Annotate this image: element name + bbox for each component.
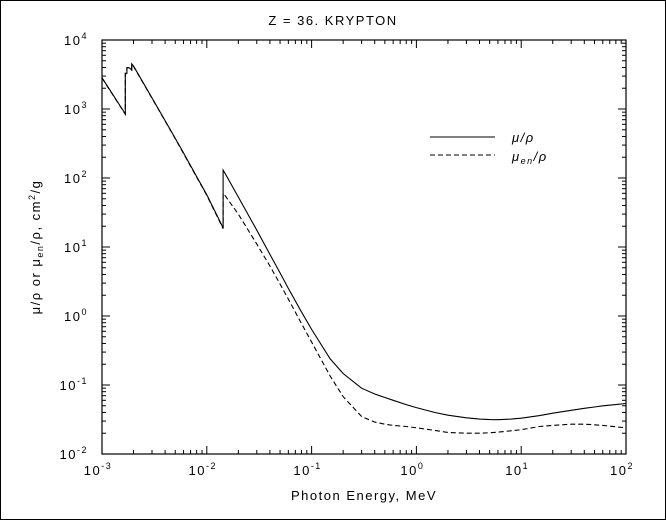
tick-base: 10	[64, 309, 81, 324]
y-axis-label: μ/ρ or μen/ρ, cm2/g	[27, 180, 45, 315]
y-label-sub: en	[35, 245, 45, 258]
tick-exponent: 4	[81, 31, 88, 41]
tick-base: 10	[64, 33, 81, 48]
legend-part: /ρ	[533, 149, 548, 164]
tick-exponent: -3	[101, 461, 112, 471]
tick-base: 10	[505, 463, 522, 478]
y-tick-label: 104	[64, 31, 88, 48]
tick-base: 10	[84, 463, 101, 478]
legend-part: μ	[511, 149, 521, 164]
axis-ticks	[101, 40, 626, 455]
plot-area	[101, 39, 627, 455]
tick-base: 10	[293, 463, 310, 478]
tick-base: 10	[400, 463, 417, 478]
y-tick-label: 100	[64, 307, 88, 324]
y-tick-label: 103	[64, 100, 88, 117]
y-label-part: /g	[28, 180, 43, 194]
tick-base: 10	[60, 447, 77, 462]
tick-exponent: 2	[81, 169, 88, 179]
tick-exponent: 0	[81, 307, 88, 317]
y-tick-label: 10-1	[60, 376, 88, 393]
y-label-part: μ/ρ or μ	[28, 258, 43, 315]
tick-base: 10	[60, 378, 77, 393]
x-tick-label: 102	[610, 461, 634, 478]
tick-base: 10	[64, 171, 81, 186]
series-line-mu-en-rho	[101, 63, 627, 434]
tick-exponent: 0	[418, 461, 425, 471]
y-tick-label: 102	[64, 169, 88, 186]
tick-exponent: -2	[206, 461, 217, 471]
series-line-mu-rho	[101, 62, 627, 421]
tick-exponent: 3	[81, 100, 88, 110]
tick-base: 10	[189, 463, 206, 478]
tick-exponent: 1	[81, 238, 88, 248]
tick-exponent: -1	[311, 461, 322, 471]
tick-exponent: -1	[77, 376, 88, 386]
tick-exponent: 1	[523, 461, 530, 471]
x-tick-label: 10-1	[293, 461, 321, 478]
x-axis-label: Photon Energy, MeV	[291, 488, 437, 503]
y-tick-label: 101	[64, 238, 88, 255]
legend-sub: en	[521, 156, 534, 166]
tick-base: 10	[64, 102, 81, 117]
tick-labels: 10-3 10-2 10-1 100 101 10210-210-110010110210…	[60, 31, 634, 478]
y-label-part: /ρ, cm	[28, 200, 43, 245]
legend-label-mu-en: μen/ρ	[511, 149, 548, 166]
tick-exponent: 2	[627, 461, 634, 471]
series-lines	[101, 62, 627, 434]
legend: μ/ρ μen/ρ	[430, 130, 548, 166]
chart-title: Z = 36. KRYPTON	[268, 13, 397, 28]
tick-base: 10	[610, 463, 627, 478]
x-tick-label: 100	[400, 461, 424, 478]
x-tick-label: 10-3	[84, 461, 112, 478]
x-tick-label: 10-2	[189, 461, 217, 478]
legend-label-mu: μ/ρ	[511, 130, 535, 145]
y-tick-label: 10-2	[60, 445, 88, 462]
x-tick-label: 101	[505, 461, 529, 478]
tick-base: 10	[64, 240, 81, 255]
y-label-sup: 2	[27, 193, 37, 200]
tick-exponent: -2	[77, 445, 88, 455]
